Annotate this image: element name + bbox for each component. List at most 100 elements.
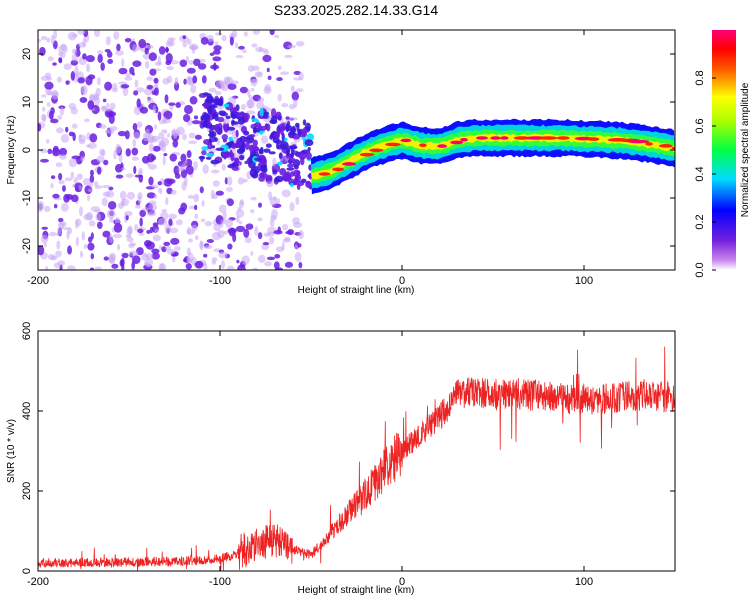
spectrogram-blob	[46, 90, 52, 96]
spectrogram-blob	[106, 102, 110, 108]
spectrogram-blob	[275, 175, 284, 183]
spectrogram-blob	[165, 52, 173, 63]
spectrogram-blob	[294, 244, 298, 250]
spectrogram-blob	[175, 102, 181, 109]
spectrogram-blob	[235, 140, 242, 147]
spectrogram-blob	[262, 114, 269, 119]
spectrogram-blob	[137, 196, 142, 204]
spectrogram-blob	[75, 236, 79, 247]
spectrogram-blob	[124, 210, 133, 217]
spectrogram-blob	[160, 137, 170, 147]
spectrogram-blob	[185, 165, 194, 175]
spectrogram-blob	[73, 177, 78, 184]
spectrogram-blob	[270, 115, 278, 124]
spectrogram-blob	[87, 242, 95, 251]
spectrogram-blob	[202, 113, 211, 121]
spectrogram-blob	[51, 89, 59, 100]
spectrogram-blob	[203, 92, 209, 96]
spectrogram-blob	[145, 128, 150, 135]
spectrogram-blob	[249, 78, 259, 84]
spectrogram-blob	[209, 52, 215, 57]
spectrogram-blob	[261, 157, 267, 166]
spectrogram-blob	[85, 75, 93, 86]
spectrogram-blob	[154, 228, 159, 233]
spectrogram-blob	[183, 104, 193, 115]
spectrogram-blob	[290, 85, 295, 92]
snr-ytick-label: 600	[21, 322, 33, 340]
spectrogram-blob	[212, 49, 221, 55]
spectrogram-blob	[266, 180, 274, 188]
spectrogram-blob	[109, 102, 116, 110]
spectrogram-blob	[55, 162, 63, 168]
spectrogram-blob	[278, 152, 283, 159]
spectrogram-blob	[188, 132, 196, 139]
spectrogram-blob	[185, 56, 190, 63]
spectrogram-blob	[205, 152, 215, 157]
spectrogram-blob	[128, 250, 139, 256]
spectrogram-blob	[41, 226, 48, 230]
snr-ticks: -200 -100 0 100 0 200 400 600	[21, 322, 675, 588]
spectrogram-blob	[71, 123, 78, 129]
spectrogram-blob	[99, 124, 107, 129]
spectrogram-blob	[124, 76, 133, 81]
spectrogram-blob	[235, 208, 245, 218]
spectrogram-blob	[174, 173, 181, 179]
spectrogram-blob	[41, 106, 46, 112]
spectrogram-blob	[93, 181, 99, 187]
spectrogram-blob	[141, 155, 150, 164]
spectrogram-blob	[121, 58, 125, 68]
spectrogram-ridge-peak	[556, 136, 570, 140]
spectrogram-blob	[79, 250, 84, 258]
spectrogram-blob	[102, 230, 111, 238]
spectrogram-blob	[146, 97, 154, 104]
spectrogram-blob	[194, 213, 199, 220]
spectrogram-blob	[201, 149, 207, 156]
spectrogram-blob	[144, 47, 149, 55]
spectrogram-blob	[38, 245, 45, 256]
spectrogram-blob	[148, 52, 158, 62]
spectrogram-blob	[284, 54, 293, 59]
spectrogram-blob	[223, 103, 230, 108]
spectrogram-blob	[125, 72, 131, 78]
spectrogram-blob	[225, 186, 233, 192]
snr-ytick-label: 400	[21, 402, 33, 420]
spectrogram-blob	[56, 240, 61, 250]
spectrogram-blob	[158, 132, 165, 140]
spectrogram-blob	[287, 44, 297, 49]
spectrogram-blob	[246, 110, 256, 115]
spectrogram-blob	[264, 83, 271, 92]
spectrogram-blob	[244, 237, 252, 244]
spectrogram-blob	[186, 75, 193, 83]
spectrogram-blob	[168, 213, 177, 220]
spectrogram-blob	[114, 163, 123, 173]
spec-xtick-label: -200	[27, 275, 49, 287]
spectrogram-blob	[221, 34, 227, 42]
spectrogram-blob	[180, 169, 188, 179]
spectrogram-blob	[272, 157, 277, 167]
spectrogram-blob	[241, 138, 249, 143]
spectrogram-blob	[96, 155, 105, 163]
spectrogram-ridge-peak	[369, 148, 384, 153]
spectrogram-blob	[96, 221, 103, 229]
spectrogram-blob	[227, 126, 236, 131]
spectrogram-blob	[58, 180, 65, 185]
spectrogram-blob	[274, 34, 280, 39]
spectrogram-blob	[212, 193, 219, 200]
spectrogram-blob	[132, 139, 137, 147]
spectrogram-blob	[50, 118, 59, 124]
spectrogram-blob	[161, 209, 168, 213]
spectrogram-blob	[275, 111, 282, 118]
spectrogram-blob	[242, 178, 248, 183]
spectrogram-blob	[62, 227, 71, 231]
spectrogram-blob	[292, 159, 301, 167]
spectrogram-blob	[152, 145, 161, 152]
spectrogram-blob	[146, 229, 151, 234]
spectrogram-blob	[133, 165, 137, 175]
spectrogram-ridge-peak	[490, 136, 501, 140]
spectrogram-blob	[264, 261, 272, 267]
spectrogram-blob	[194, 260, 204, 269]
spectrogram-blob	[140, 254, 150, 261]
spectrogram-blob	[158, 46, 166, 55]
spectrogram-blob	[240, 103, 246, 111]
